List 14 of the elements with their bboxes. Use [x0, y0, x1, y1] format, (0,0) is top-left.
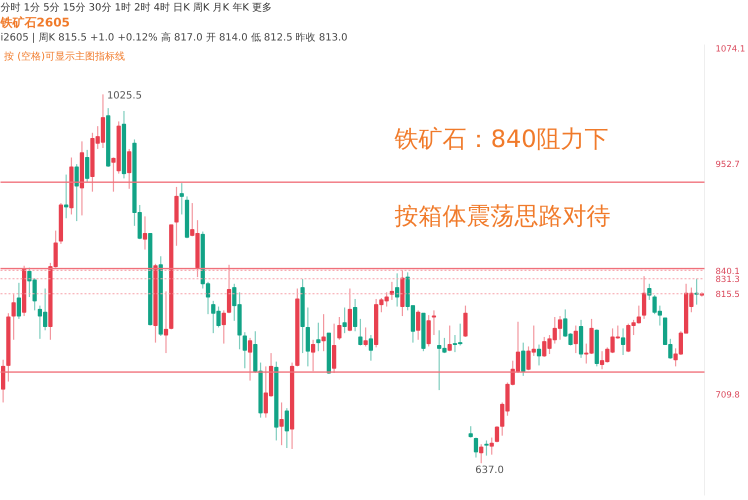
chart-title: 铁矿石2605: [0, 16, 70, 30]
ref-line-label: 815.5: [716, 290, 740, 300]
y-tick-label: 709.8: [716, 390, 740, 401]
text: 分时 1分 5分 15分 30分 1时 2时 4时 日K 周K 月K 年K 更多: [0, 2, 272, 14]
ref-line-label: 831.3: [716, 275, 740, 286]
chart-subtitle: i2605 | 周K 815.5 +1.0 +0.12% 高 817.0 开 814.0 低 812.5 昨收 813.0: [0, 32, 348, 44]
y-tick-label: 952.7: [716, 160, 740, 170]
annotation: 按 (空格)可显示主图指标线: [4, 50, 126, 62]
y-tick-label: 1074.1: [716, 44, 746, 55]
annotation: 1025.5: [106, 90, 142, 102]
annotation: 637.0: [475, 465, 504, 476]
annotation: 铁矿石：840阻力下: [394, 125, 609, 154]
annotation: 按箱体震荡思路对待: [394, 202, 611, 230]
ref-line-label: 840.1: [716, 266, 740, 277]
